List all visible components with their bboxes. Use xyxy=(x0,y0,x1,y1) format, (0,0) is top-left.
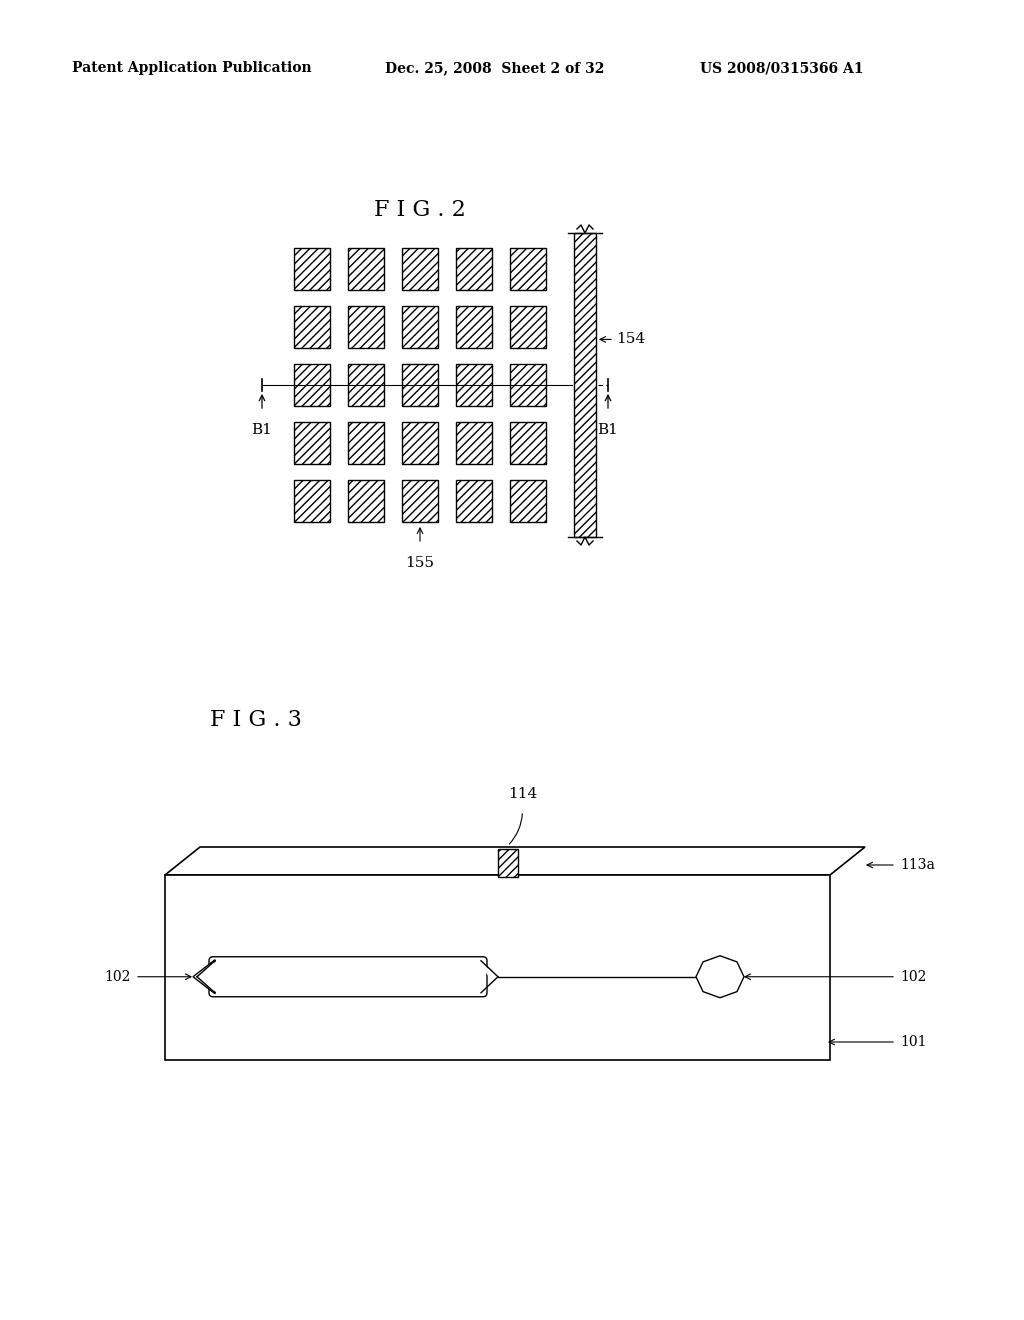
Bar xyxy=(402,480,438,521)
Text: 154: 154 xyxy=(616,333,645,346)
Bar xyxy=(402,248,438,290)
Text: Dec. 25, 2008  Sheet 2 of 32: Dec. 25, 2008 Sheet 2 of 32 xyxy=(385,61,604,75)
FancyBboxPatch shape xyxy=(209,957,487,997)
Polygon shape xyxy=(165,875,830,1060)
Text: F I G . 2: F I G . 2 xyxy=(374,199,466,220)
Text: Patent Application Publication: Patent Application Publication xyxy=(72,61,311,75)
Bar xyxy=(456,422,492,465)
Bar xyxy=(510,480,546,521)
Bar xyxy=(294,248,330,290)
Bar xyxy=(510,306,546,348)
Bar xyxy=(348,480,384,521)
Bar xyxy=(456,306,492,348)
Bar xyxy=(294,364,330,407)
Text: 102: 102 xyxy=(900,970,927,983)
Text: B1: B1 xyxy=(252,422,272,437)
Bar xyxy=(510,422,546,465)
Polygon shape xyxy=(165,847,865,875)
Text: 102: 102 xyxy=(104,970,131,983)
Polygon shape xyxy=(193,960,215,994)
Bar xyxy=(348,422,384,465)
Bar xyxy=(402,306,438,348)
Bar xyxy=(348,248,384,290)
Text: 114: 114 xyxy=(508,787,538,801)
Bar xyxy=(510,248,546,290)
Bar xyxy=(294,306,330,348)
Text: F I G . 3: F I G . 3 xyxy=(210,709,302,731)
Bar xyxy=(294,422,330,465)
Bar xyxy=(348,364,384,407)
Bar xyxy=(402,422,438,465)
Text: 155: 155 xyxy=(406,556,434,570)
Polygon shape xyxy=(197,961,217,993)
Text: B1: B1 xyxy=(598,422,618,437)
Text: US 2008/0315366 A1: US 2008/0315366 A1 xyxy=(700,61,863,75)
Bar xyxy=(498,849,517,876)
Text: 113a: 113a xyxy=(900,858,935,873)
Bar xyxy=(402,364,438,407)
Polygon shape xyxy=(696,956,744,998)
Bar xyxy=(294,480,330,521)
Bar xyxy=(456,480,492,521)
Bar xyxy=(456,248,492,290)
Bar xyxy=(574,234,596,537)
Polygon shape xyxy=(479,961,498,993)
Bar xyxy=(348,306,384,348)
Bar xyxy=(456,364,492,407)
Bar xyxy=(510,364,546,407)
Text: 101: 101 xyxy=(900,1035,927,1049)
